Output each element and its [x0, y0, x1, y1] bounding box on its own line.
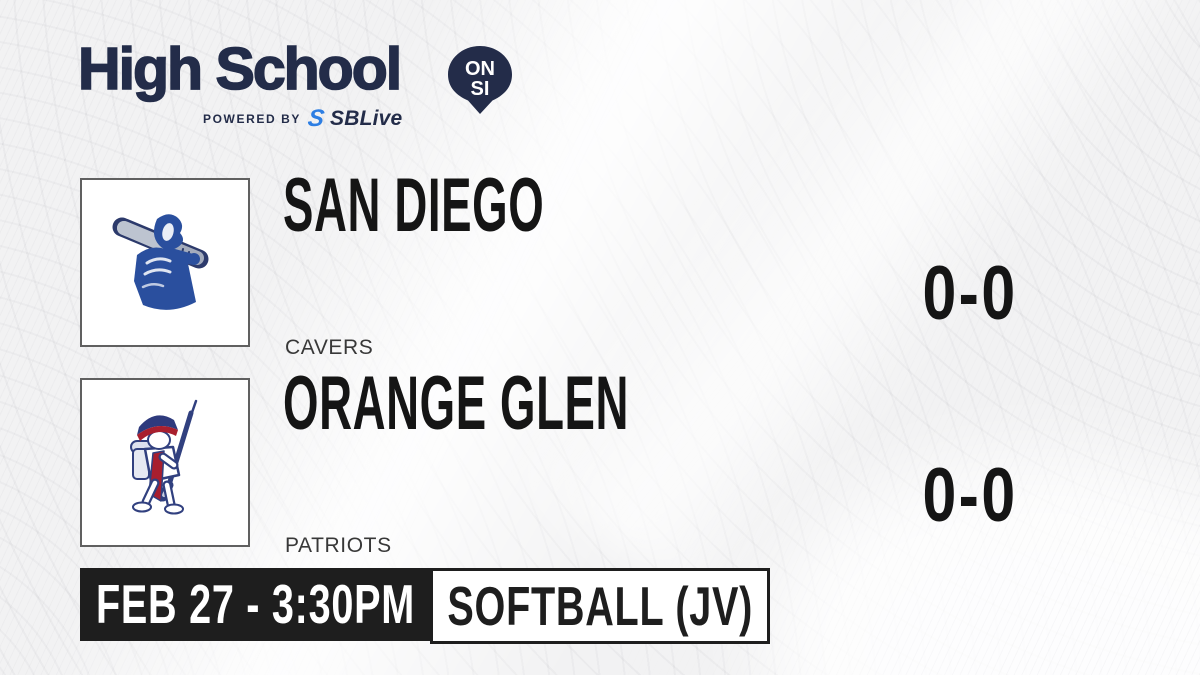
san-diego-cavers-caveman-logo — [112, 213, 209, 310]
powered-by-label: POWERED BY — [203, 112, 302, 126]
sblive-s-icon: S — [306, 105, 325, 132]
team2-record: 0-0 — [922, 453, 1018, 538]
orange-glen-patriots-minuteman-logo — [130, 399, 198, 514]
on-si-map-pin-icon: ON SI — [444, 44, 516, 121]
team1-name: SAN DIEGO — [283, 163, 545, 248]
team2-logo-box — [80, 378, 250, 547]
team2-mascot: PATRIOTS — [285, 534, 392, 557]
pin-text-on: ON — [465, 58, 495, 80]
game-datetime-box: FEB 27 - 3:30PM — [80, 568, 430, 641]
team1-mascot: CAVERS — [285, 336, 374, 359]
team1-record: 0-0 — [922, 251, 1018, 336]
game-event: SOFTBALL (JV) — [447, 574, 753, 637]
brand-wordmark: High School — [77, 36, 403, 102]
pin-text-si: SI — [471, 78, 490, 100]
powered-by-row: POWERED BY S SBLive — [203, 105, 403, 132]
game-datetime: FEB 27 - 3:30PM — [95, 573, 415, 635]
team1-logo-box — [80, 178, 250, 347]
game-event-box: SOFTBALL (JV) — [430, 568, 770, 644]
team2-name: ORANGE GLEN — [283, 361, 630, 446]
sblive-wordmark: SBLive — [330, 107, 403, 130]
